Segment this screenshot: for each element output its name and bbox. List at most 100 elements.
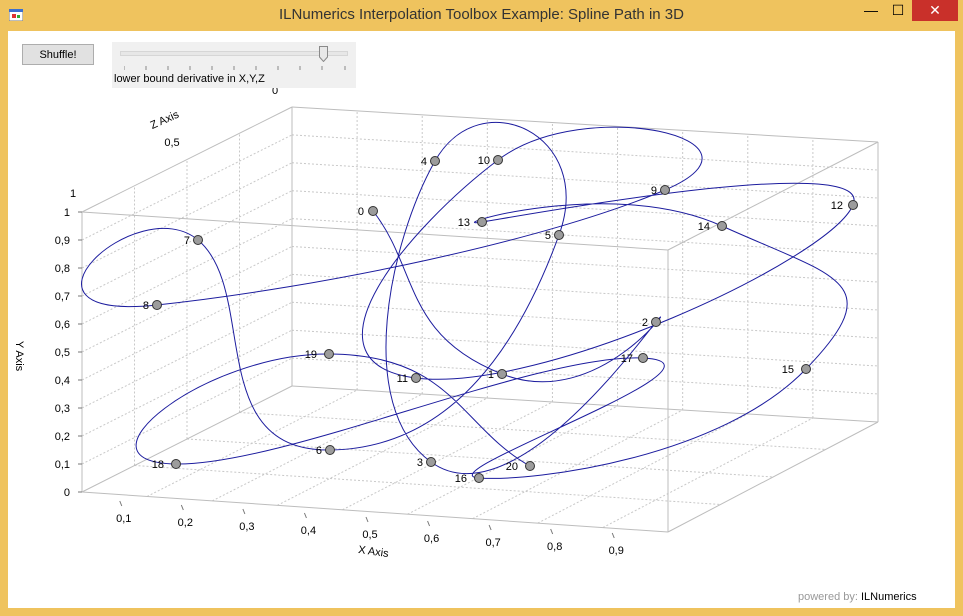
point-label-16: 16 [455, 473, 467, 485]
derivative-slider-panel: lower bound derivative in X,Y,Z [112, 42, 356, 88]
brand-name: ILNumerics [861, 591, 917, 603]
minimize-button[interactable]: — [864, 2, 878, 18]
box-edge [81, 211, 669, 251]
x-tick [611, 532, 615, 539]
grid-line [186, 438, 774, 478]
point-marker-9 [660, 185, 670, 195]
slider-track[interactable] [120, 51, 348, 56]
y-tick-label: 1 [64, 207, 70, 219]
grid-line [81, 218, 293, 325]
box-edge [81, 385, 293, 493]
point-label-15: 15 [782, 364, 794, 376]
window-title: ILNumerics Interpolation Toolbox Example… [279, 6, 684, 23]
point-label-12: 12 [831, 200, 843, 212]
z-tick-label: 0 [272, 85, 278, 97]
point-marker-5 [554, 230, 564, 240]
point-label-19: 19 [305, 349, 317, 361]
point-marker-17 [638, 353, 648, 363]
x-tick [303, 512, 307, 519]
point-marker-1 [497, 369, 507, 379]
close-button[interactable]: ✕ [912, 0, 958, 21]
x-tick [119, 500, 123, 507]
point-marker-6 [325, 445, 335, 455]
z-axis-label: Z Axis [149, 108, 182, 131]
box-edge [81, 491, 669, 533]
x-tick [180, 504, 184, 511]
point-label-2: 2 [642, 317, 648, 329]
grid-line [211, 393, 423, 502]
grid-line [472, 409, 683, 520]
shuffle-button[interactable]: Shuffle! [22, 44, 94, 65]
point-label-8: 8 [143, 300, 149, 312]
powered-by[interactable]: powered by: ILNumerics [798, 591, 917, 603]
spline-path [81, 122, 855, 479]
grid-line [81, 246, 293, 353]
box-edge [81, 106, 293, 213]
maximize-button[interactable]: ☐ [891, 2, 905, 18]
slider-label: lower bound derivative in X,Y,Z [114, 73, 265, 85]
x-tick-label: 0,1 [116, 513, 131, 525]
grid-line [81, 190, 293, 297]
point-marker-15 [801, 364, 811, 374]
x-tick-label: 0,6 [424, 533, 439, 545]
grid-line [291, 357, 879, 395]
x-tick [242, 508, 246, 515]
z-tick-label: 1 [70, 188, 76, 200]
slider-thumb[interactable] [318, 46, 328, 62]
point-label-13: 13 [458, 217, 470, 229]
z-tick-label: 0,5 [164, 137, 179, 149]
y-axis-label: Y Axis [13, 341, 25, 372]
grid-line [602, 417, 814, 528]
point-marker-0 [368, 206, 378, 216]
grid-line [291, 162, 879, 199]
point-label-14: 14 [698, 221, 710, 233]
x-tick [427, 520, 431, 527]
point-label-20: 20 [506, 461, 518, 473]
client-area: 0 0,1 0,2 0,3 0,4 0,5 0,6 0,7 0,8 0,9 1 0,1 0,2 0,3 0,… [8, 31, 955, 608]
point-marker-8 [152, 300, 162, 310]
point-marker-4 [430, 156, 440, 166]
grid-line [291, 218, 879, 255]
point-marker-2 [651, 317, 661, 327]
point-label-6: 6 [316, 445, 322, 457]
grid-line [291, 301, 879, 339]
x-tick-label: 0,3 [239, 521, 254, 533]
x-tick-label: 0,8 [547, 541, 562, 553]
y-tick-label: 0,9 [55, 235, 70, 247]
grid-line [407, 405, 618, 515]
point-marker-11 [411, 373, 421, 383]
point-label-1: 1 [488, 369, 494, 381]
title-bar[interactable]: ILNumerics Interpolation Toolbox Example… [0, 0, 963, 30]
point-marker-7 [193, 235, 203, 245]
grid-line [291, 329, 879, 367]
grid-line [291, 246, 879, 283]
point-label-11: 11 [397, 373, 408, 385]
x-tick-label: 0,7 [485, 537, 500, 549]
point-label-3: 3 [417, 457, 423, 469]
grid-line [291, 190, 879, 227]
point-marker-10 [493, 155, 503, 165]
point-marker-19 [324, 349, 334, 359]
point-marker-13 [477, 217, 487, 227]
grid-line [81, 134, 293, 241]
grid-line [291, 273, 879, 311]
slider-ticks [124, 66, 346, 70]
plot-3d[interactable]: 0 0,1 0,2 0,3 0,4 0,5 0,6 0,7 0,8 0,9 1 0,1 0,2 0,3 0,… [8, 31, 955, 608]
y-tick-label: 0,1 [55, 459, 70, 471]
grid-line [81, 357, 293, 465]
grid-line [81, 301, 293, 409]
point-label-4: 4 [421, 156, 427, 168]
y-tick-label: 0,8 [55, 263, 70, 275]
box-edge [667, 421, 879, 533]
grid-line [81, 329, 293, 437]
app-icon [9, 9, 23, 21]
y-tick-label: 0,6 [55, 319, 70, 331]
point-label-17: 17 [621, 353, 633, 365]
y-tick-label: 0,2 [55, 431, 70, 443]
grid-line [277, 397, 488, 506]
x-tick-label: 0,2 [178, 517, 193, 529]
grid-line [81, 162, 293, 269]
box-edge [291, 106, 879, 143]
point-marker-18 [171, 459, 181, 469]
